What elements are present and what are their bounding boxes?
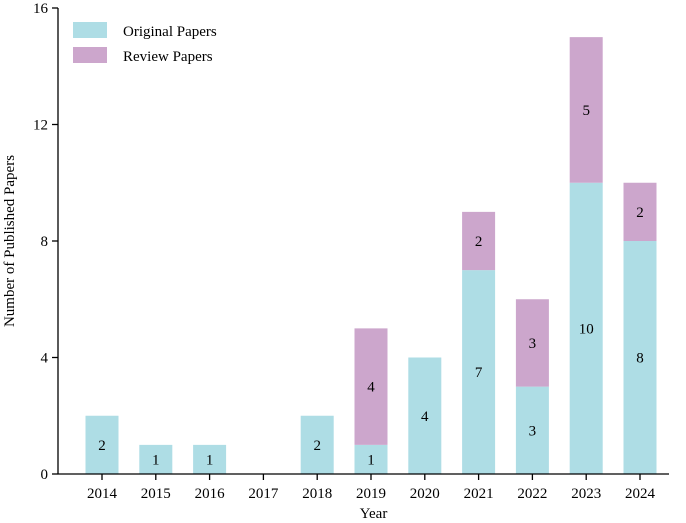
data-label-original-papers-2024: 8 — [636, 351, 644, 367]
bar-original-papers-2020 — [408, 357, 442, 474]
data-label-review-papers-2019: 4 — [367, 380, 375, 396]
data-label-original-papers-2014: 2 — [98, 438, 106, 454]
x-tick-label: 2024 — [625, 486, 656, 502]
x-tick-label: 2017 — [248, 486, 279, 502]
legend-label-review-papers: Review Papers — [123, 49, 213, 65]
x-tick-label: 2022 — [517, 486, 547, 502]
bar-original-papers-2015 — [139, 444, 173, 474]
y-axis-title: Number of Published Papers — [2, 155, 18, 327]
data-label-original-papers-2018: 2 — [313, 438, 321, 454]
data-label-original-papers-2023: 10 — [579, 321, 594, 337]
x-tick-label: 2016 — [195, 486, 226, 502]
bar-review-papers-2021 — [462, 211, 496, 271]
data-label-original-papers-2016: 1 — [206, 452, 214, 468]
x-axis-ticks: 2014 2015 2016 2017 2018 2019 2020 2021 2022 2023… — [87, 474, 656, 502]
bar-original-papers-2023 — [569, 182, 603, 474]
data-label-original-papers-2022: 3 — [529, 423, 537, 439]
x-tick-label: 2014 — [87, 486, 118, 502]
bar-review-papers-2019 — [354, 328, 388, 445]
bar-original-papers-2024 — [623, 241, 657, 474]
bar-original-papers-2019 — [354, 444, 388, 474]
legend-swatch-original-papers — [73, 22, 107, 38]
x-tick-label: 2019 — [356, 486, 386, 502]
data-label-review-papers-2021: 2 — [475, 234, 483, 250]
bar-original-papers-2014 — [85, 415, 119, 474]
data-labels-layer: 2 1 1 2 1 4 4 7 2 3 3 10 5 8 2 — [98, 103, 644, 469]
bar-review-papers-2024 — [623, 182, 657, 241]
bar-original-papers-2021 — [462, 270, 496, 474]
bar-original-papers-2022 — [515, 386, 549, 474]
data-label-original-papers-2019: 1 — [367, 452, 375, 468]
y-tick-label: 12 — [33, 118, 48, 134]
bar-review-papers-2022 — [515, 299, 549, 387]
data-label-review-papers-2022: 3 — [529, 336, 537, 352]
bars-layer — [85, 37, 657, 474]
x-tick-label: 2020 — [410, 486, 440, 502]
legend-swatch-review-papers — [73, 47, 107, 63]
data-label-review-papers-2024: 2 — [636, 205, 644, 221]
y-tick-label: 0 — [41, 467, 49, 483]
y-tick-label: 8 — [41, 234, 49, 250]
legend-label-original-papers: Original Papers — [123, 24, 217, 40]
x-axis-title: Year — [360, 506, 388, 522]
x-tick-label: 2015 — [141, 486, 171, 502]
bar-original-papers-2016 — [193, 444, 227, 474]
bar-original-papers-2018 — [300, 415, 334, 474]
y-tick-label: 4 — [41, 351, 49, 367]
data-label-original-papers-2020: 4 — [421, 409, 429, 425]
x-tick-label: 2021 — [464, 486, 494, 502]
bar-review-papers-2023 — [569, 37, 603, 183]
data-label-review-papers-2023: 5 — [582, 103, 590, 119]
y-tick-label: 16 — [33, 1, 49, 17]
x-tick-label: 2023 — [571, 486, 601, 502]
legend: Original Papers Review Papers — [73, 22, 217, 65]
data-label-original-papers-2021: 7 — [475, 365, 483, 381]
y-axis-ticks: 0 4 8 12 16 — [33, 1, 58, 483]
x-tick-label: 2018 — [302, 486, 332, 502]
data-label-original-papers-2015: 1 — [152, 452, 160, 468]
